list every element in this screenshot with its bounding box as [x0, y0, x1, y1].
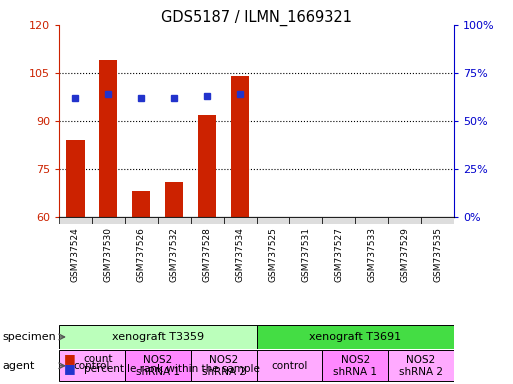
- Text: control: control: [74, 361, 110, 371]
- Text: GSM737530: GSM737530: [104, 227, 113, 282]
- Bar: [191, 350, 256, 381]
- Bar: [100, 60, 117, 217]
- Bar: [421, 217, 454, 224]
- Bar: [322, 350, 388, 381]
- Text: GSM737527: GSM737527: [334, 227, 343, 282]
- Text: xenograft T3691: xenograft T3691: [309, 332, 401, 342]
- Bar: [355, 217, 388, 224]
- Bar: [388, 350, 454, 381]
- Text: GSM737534: GSM737534: [235, 227, 245, 282]
- Bar: [231, 76, 249, 217]
- Text: GSM737526: GSM737526: [137, 227, 146, 282]
- Text: ■: ■: [64, 353, 76, 366]
- Text: GSM737533: GSM737533: [367, 227, 376, 282]
- Bar: [165, 182, 183, 217]
- Bar: [256, 325, 454, 349]
- Bar: [256, 350, 322, 381]
- Text: count: count: [84, 354, 113, 364]
- Bar: [256, 217, 289, 224]
- Text: GDS5187 / ILMN_1669321: GDS5187 / ILMN_1669321: [161, 10, 352, 26]
- Text: control: control: [271, 361, 308, 371]
- Bar: [125, 350, 191, 381]
- Text: percentile rank within the sample: percentile rank within the sample: [84, 364, 260, 374]
- Bar: [59, 325, 256, 349]
- Bar: [289, 217, 322, 224]
- Text: GSM737525: GSM737525: [268, 227, 278, 282]
- Bar: [125, 217, 158, 224]
- Text: specimen: specimen: [3, 332, 56, 342]
- Bar: [92, 217, 125, 224]
- Text: NOS2
shRNA 2: NOS2 shRNA 2: [202, 355, 246, 377]
- Text: GSM737528: GSM737528: [203, 227, 212, 282]
- Text: xenograft T3359: xenograft T3359: [112, 332, 204, 342]
- Bar: [191, 217, 224, 224]
- Bar: [132, 191, 150, 217]
- Bar: [59, 350, 125, 381]
- Text: NOS2
shRNA 2: NOS2 shRNA 2: [399, 355, 443, 377]
- Bar: [198, 114, 216, 217]
- Bar: [388, 217, 421, 224]
- Text: GSM737532: GSM737532: [170, 227, 179, 282]
- Text: GSM737531: GSM737531: [301, 227, 310, 282]
- Bar: [66, 140, 85, 217]
- Bar: [59, 217, 92, 224]
- Text: GSM737535: GSM737535: [433, 227, 442, 282]
- Bar: [158, 217, 191, 224]
- Bar: [322, 217, 355, 224]
- Bar: [224, 217, 256, 224]
- Text: ■: ■: [64, 362, 76, 375]
- Text: GSM737529: GSM737529: [400, 227, 409, 282]
- Text: GSM737524: GSM737524: [71, 227, 80, 281]
- Text: NOS2
shRNA 1: NOS2 shRNA 1: [136, 355, 180, 377]
- Text: agent: agent: [3, 361, 35, 371]
- Text: NOS2
shRNA 1: NOS2 shRNA 1: [333, 355, 377, 377]
